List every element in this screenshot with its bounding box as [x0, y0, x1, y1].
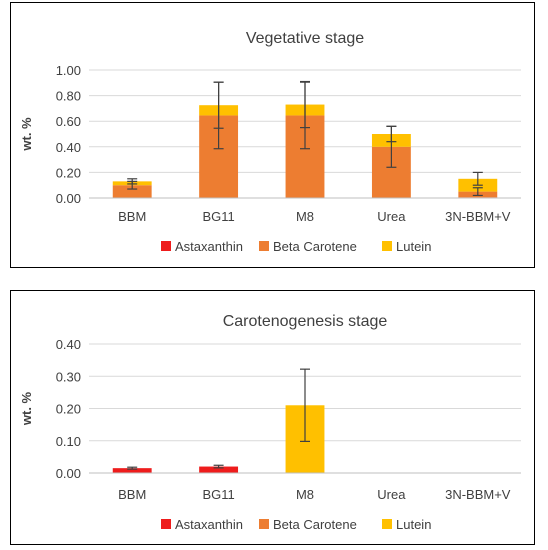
vegetative-y-tick-label: 0.20 — [56, 165, 81, 180]
carotenogenesis-x-tick-label: M8 — [296, 487, 314, 502]
carotenogenesis-legend-label: Astaxanthin — [175, 517, 243, 532]
carotenogenesis-chart-title: Carotenogenesis stage — [223, 313, 388, 330]
vegetative-x-tick-label: M8 — [296, 209, 314, 224]
carotenogenesis-y-tick-label: 0.20 — [56, 402, 81, 417]
vegetative-x-tick-label: BBM — [118, 209, 146, 224]
vegetative-legend-swatch — [259, 241, 269, 251]
carotenogenesis-chart-svg: Carotenogenesis stage wt. % 0.00 0.10 0.20 0.… — [19, 313, 521, 532]
carotenogenesis-legend-label: Beta Carotene — [273, 517, 357, 532]
vegetative-error-bar — [127, 178, 138, 185]
vegetative-y-tick-label: 0.00 — [56, 191, 81, 206]
vegetative-error-bar — [213, 81, 224, 129]
carotenogenesis-x-tick-label: BG11 — [202, 487, 234, 502]
carotenogenesis-legend-label: Lutein — [396, 517, 431, 532]
vegetative-x-tick-label: BG11 — [202, 209, 234, 224]
carotenogenesis-error-bar — [127, 466, 138, 470]
carotenogenesis-x-tick-label: 3N-BBM+V — [445, 487, 511, 502]
carotenogenesis-y-axis-label: wt. % — [19, 391, 34, 426]
vegetative-x-tick-label: Urea — [377, 209, 406, 224]
vegetative-chart-panel: Vegetative stage wt. % 0.00 0.20 0.40 0.60 0.8… — [10, 2, 535, 268]
vegetative-legend-label: Lutein — [396, 239, 431, 254]
vegetative-y-tick-label: 1.00 — [56, 63, 81, 78]
vegetative-legend-label: Beta Carotene — [273, 239, 357, 254]
vegetative-y-tick-label: 0.40 — [56, 140, 81, 155]
carotenogenesis-x-tick-label: Urea — [377, 487, 406, 502]
carotenogenesis-y-tick-label: 0.30 — [56, 369, 81, 384]
vegetative-y-tick-label: 0.80 — [56, 89, 81, 104]
vegetative-error-bar — [386, 125, 397, 143]
carotenogenesis-error-bar — [213, 464, 224, 469]
vegetative-chart-svg: Vegetative stage wt. % 0.00 0.20 0.40 0.60 0.8… — [19, 30, 521, 254]
vegetative-y-tick-label: 0.60 — [56, 114, 81, 129]
vegetative-y-axis-label: wt. % — [19, 117, 34, 152]
vegetative-chart-title: Vegetative stage — [246, 30, 364, 47]
vegetative-bar-beta-carotene — [112, 185, 152, 198]
carotenogenesis-y-tick-label: 0.40 — [56, 337, 81, 352]
vegetative-legend-swatch — [382, 241, 392, 251]
carotenogenesis-legend-swatch — [259, 519, 269, 529]
carotenogenesis-x-tick-label: BBM — [118, 487, 146, 502]
carotenogenesis-error-bar — [300, 368, 310, 442]
vegetative-error-bar — [472, 171, 483, 186]
carotenogenesis-bar-astaxanthin — [199, 466, 239, 473]
carotenogenesis-legend-swatch — [161, 519, 171, 529]
carotenogenesis-y-tick-label: 0.10 — [56, 434, 81, 449]
vegetative-legend-label: Astaxanthin — [175, 239, 243, 254]
vegetative-x-tick-label: 3N-BBM+V — [445, 209, 511, 224]
carotenogenesis-bar-astaxanthin — [112, 468, 152, 473]
vegetative-error-bar — [472, 187, 483, 197]
carotenogenesis-y-tick-label: 0.00 — [56, 466, 81, 481]
vegetative-legend-swatch — [161, 241, 171, 251]
carotenogenesis-legend-swatch — [382, 519, 392, 529]
carotenogenesis-chart-panel: Carotenogenesis stage wt. % 0.00 0.10 0.20 0.… — [10, 290, 535, 545]
vegetative-error-bar — [300, 80, 310, 129]
